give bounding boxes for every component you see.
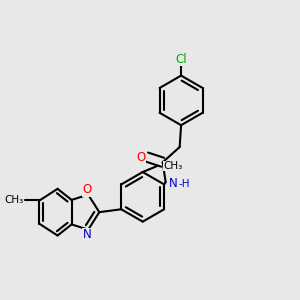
Text: N: N	[82, 228, 91, 241]
Text: O: O	[137, 151, 146, 164]
Text: CH₃: CH₃	[163, 161, 182, 171]
Text: CH₃: CH₃	[4, 196, 23, 206]
Text: Cl: Cl	[175, 53, 187, 66]
Text: -H: -H	[178, 178, 190, 189]
Text: O: O	[82, 184, 92, 196]
Text: N: N	[169, 177, 177, 190]
